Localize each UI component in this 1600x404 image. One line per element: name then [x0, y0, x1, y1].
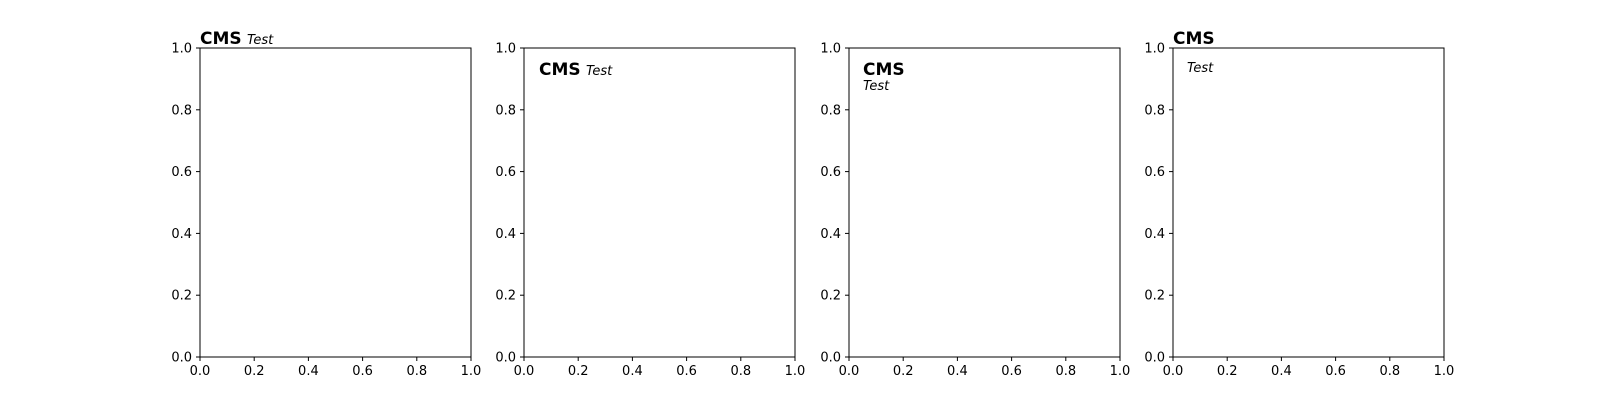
chart-1-y-tick-label: 0.2	[171, 289, 192, 304]
chart-1-experiment-sublabel: Test	[247, 33, 274, 48]
chart-2-y-tick-label: 0.8	[495, 103, 516, 118]
chart-3-y-tick-label: 0.6	[820, 165, 841, 180]
chart-4-x-tick-label: 1.0	[1434, 364, 1455, 379]
chart-3-x-tick-label: 0.0	[839, 364, 860, 379]
chart-4-x-tick-label: 0.6	[1325, 364, 1346, 379]
chart-4-experiment-label: CMS	[1173, 29, 1215, 49]
chart-3-x-tick-label: 1.0	[1110, 364, 1131, 379]
chart-4-y-tick-label: 0.4	[1144, 227, 1165, 242]
chart-2-y-tick-label: 0.4	[495, 227, 516, 242]
chart-1-y-tick-label: 0.0	[171, 351, 192, 366]
chart-2-experiment-label: CMS	[539, 60, 581, 80]
chart-3-y-tick-label: 1.0	[820, 42, 841, 57]
chart-2-y-tick-label: 1.0	[495, 42, 516, 57]
chart-2-experiment-sublabel: Test	[586, 64, 613, 79]
chart-3-experiment-label: CMS	[863, 60, 905, 80]
chart-4-x-tick-label: 0.2	[1217, 364, 1238, 379]
chart-2-x-tick-label: 0.8	[730, 364, 751, 379]
chart-1-experiment-label: CMS	[200, 29, 242, 49]
chart-4-y-tick-label: 0.8	[1144, 103, 1165, 118]
chart-4-axes-frame	[1172, 47, 1445, 358]
chart-1-axes-frame	[199, 47, 472, 358]
chart-4-x-tick-label: 0.0	[1163, 364, 1184, 379]
chart-4-y-tick-label: 1.0	[1144, 42, 1165, 57]
chart-1-x-tick-label: 0.2	[244, 364, 265, 379]
chart-3-experiment-sublabel: Test	[863, 79, 890, 94]
chart-3-y-tick-label: 0.0	[820, 351, 841, 366]
chart-3-y-tick-label: 0.2	[820, 289, 841, 304]
chart-3-y-tick-label: 0.4	[820, 227, 841, 242]
chart-2-x-tick-label: 0.6	[676, 364, 697, 379]
chart-1-x-tick-label: 0.0	[190, 364, 211, 379]
chart-3-x-tick-label: 0.4	[947, 364, 968, 379]
chart-2-y-tick-label: 0.6	[495, 165, 516, 180]
chart-4-y-tick-label: 0.0	[1144, 351, 1165, 366]
chart-1-y-tick-label: 0.8	[171, 103, 192, 118]
chart-3-x-tick-label: 0.2	[893, 364, 914, 379]
chart-2-y-tick-label: 0.0	[495, 351, 516, 366]
chart-3-x-tick-label: 0.8	[1055, 364, 1076, 379]
chart-2-axes-frame	[523, 47, 796, 358]
chart-4-x-tick-label: 0.4	[1271, 364, 1292, 379]
chart-1-x-tick-label: 1.0	[461, 364, 482, 379]
chart-2-x-tick-label: 0.4	[622, 364, 643, 379]
chart-3-x-tick-label: 0.6	[1001, 364, 1022, 379]
chart-1-y-tick-label: 0.4	[171, 227, 192, 242]
chart-1-y-tick-label: 1.0	[171, 42, 192, 57]
chart-4-y-tick-label: 0.2	[1144, 289, 1165, 304]
chart-3-axes-frame	[848, 47, 1121, 358]
chart-2-x-tick-label: 1.0	[785, 364, 806, 379]
chart-1-y-tick-label: 0.6	[171, 165, 192, 180]
chart-4-x-tick-label: 0.8	[1379, 364, 1400, 379]
chart-3-y-tick-label: 0.8	[820, 103, 841, 118]
chart-1-x-tick-label: 0.4	[298, 364, 319, 379]
chart-4-experiment-sublabel: Test	[1187, 61, 1214, 76]
chart-4-y-tick-label: 0.6	[1144, 165, 1165, 180]
chart-2-x-tick-label: 0.2	[568, 364, 589, 379]
chart-2-x-tick-label: 0.0	[514, 364, 535, 379]
chart-1-x-tick-label: 0.6	[352, 364, 373, 379]
chart-2-y-tick-label: 0.2	[495, 289, 516, 304]
chart-1-x-tick-label: 0.8	[406, 364, 427, 379]
